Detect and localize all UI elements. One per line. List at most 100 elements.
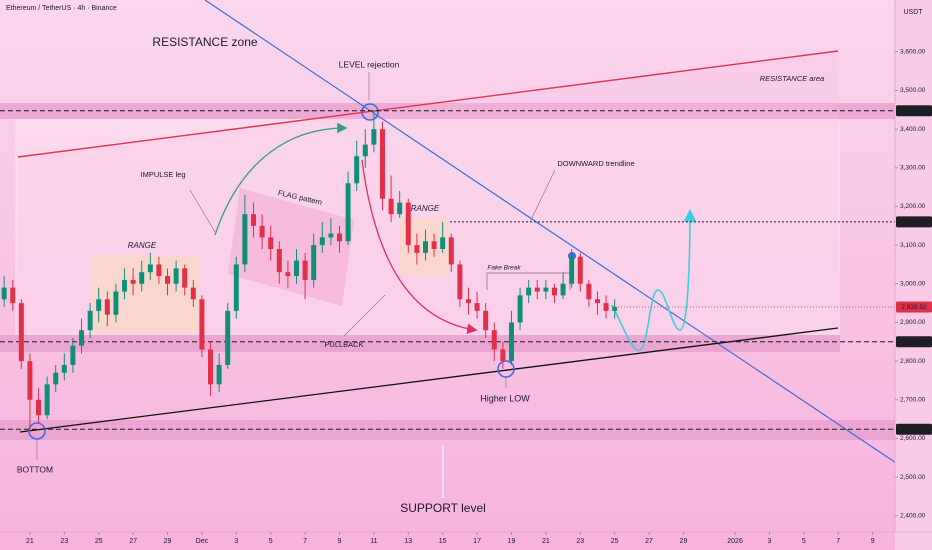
candle-body: [190, 287, 196, 300]
y-tick-label: 3,600.00: [900, 49, 926, 56]
candle-body: [345, 183, 351, 242]
x-tick-label: 9: [338, 538, 342, 545]
candle-body: [216, 364, 222, 385]
y-axis-label: USDT: [903, 9, 923, 16]
candle-body: [465, 299, 471, 304]
x-tick-label: 2026: [727, 538, 743, 545]
candle-body: [251, 214, 257, 226]
candle-body: [139, 272, 145, 284]
y-tick-label: 2,700.00: [900, 396, 926, 403]
projection-arrow: [611, 208, 697, 351]
candle-body: [354, 156, 360, 184]
drawings: [0, 0, 932, 498]
x-tick-label: 17: [473, 538, 481, 545]
price-badge-label: 2,623.71: [901, 426, 927, 433]
candle-body: [87, 310, 93, 331]
candle-body: [551, 287, 557, 296]
candle-body: [491, 330, 497, 350]
candle-body: [53, 372, 59, 385]
candle-body: [448, 237, 454, 265]
x-tick-label: 5: [269, 538, 273, 545]
candle-body: [61, 364, 67, 373]
candle-body: [122, 279, 128, 292]
candle-body: [422, 241, 428, 253]
range-box: [92, 255, 200, 333]
x-tick-label: 19: [508, 538, 516, 545]
candle-body: [388, 198, 394, 215]
candle-body: [225, 310, 231, 365]
x-tick-label: 9: [871, 538, 875, 545]
candle-body: [44, 384, 50, 416]
x-tick-label: 29: [164, 538, 172, 545]
candle-body: [70, 345, 76, 365]
price-badge: [896, 336, 932, 348]
candle-body: [104, 299, 110, 315]
x-tick-label: 7: [303, 538, 307, 545]
x-tick-label: 3: [767, 538, 771, 545]
candle-body: [569, 256, 575, 284]
support-trendline: [19, 327, 839, 433]
chart-title: Ethereum / TetherUS · 4h · Binance: [6, 5, 117, 12]
annotation: PULLBACK: [324, 340, 363, 349]
annotation: RANGE: [128, 241, 157, 250]
impulse-arrow: [214, 122, 348, 236]
x-tick-label: 11: [370, 538, 377, 545]
price-badge-label: 3,160.00: [901, 219, 927, 226]
candle-body: [147, 264, 153, 273]
annotation: SUPPORT level: [400, 501, 486, 515]
candle-body: [603, 303, 609, 311]
candle-body: [508, 322, 514, 362]
candles: [1, 110, 618, 431]
candle-body: [182, 268, 188, 288]
bottom-band: [0, 420, 895, 440]
candle-body: [302, 260, 308, 280]
candle-body: [242, 214, 248, 265]
y-tick-label: 3,300.00: [900, 165, 926, 172]
x-tick-label: 15: [439, 538, 447, 545]
candle-body: [113, 291, 119, 315]
candle-body: [79, 330, 85, 346]
candle-body: [268, 237, 274, 249]
candle-body: [414, 245, 420, 253]
candle-body: [577, 256, 583, 284]
annotation: LEVEL rejection: [339, 59, 400, 69]
x-tick-label: 5: [802, 538, 806, 545]
candle-body: [173, 268, 179, 284]
candle-body: [18, 303, 24, 362]
y-tick-label: 2,400.00: [900, 512, 926, 519]
axes: 2,400.00 2,500.00 2,600.00 2,700.00 2,800.00…: [26, 49, 932, 545]
price-lines: [0, 110, 895, 430]
candle-body: [336, 233, 342, 242]
candle-body: [319, 237, 325, 246]
x-tick-label: 27: [129, 538, 137, 545]
candle-body: [586, 283, 592, 300]
x-tick-label: Dec: [196, 538, 209, 545]
x-tick-label: 27: [645, 538, 653, 545]
y-tick-label: 2,800.00: [900, 358, 926, 365]
candle-body: [311, 245, 317, 280]
x-tick-label: 21: [26, 538, 34, 545]
marker-circle: [361, 103, 379, 121]
y-tick-label: 2,900.00: [900, 319, 926, 326]
candle-body: [259, 225, 265, 238]
candle-body: [10, 287, 16, 304]
candle-body: [517, 295, 523, 323]
candle-body: [156, 264, 162, 277]
support-band: [0, 335, 840, 352]
y-tick-label: 2,600.00: [900, 435, 926, 442]
candle-body: [440, 237, 446, 249]
candle-body: [483, 310, 489, 331]
candle-body: [208, 349, 214, 385]
leader-line: [529, 169, 556, 223]
candle-body: [431, 241, 437, 249]
leader-line: [343, 294, 386, 337]
price-badge-label: 2,850.00: [901, 339, 927, 346]
x-tick-label: 7: [836, 538, 840, 545]
leader-line: [189, 189, 216, 233]
annotation: IMPULSE leg: [140, 170, 185, 179]
y-tick-label: 3,400.00: [900, 126, 926, 133]
downward-trendline: [204, 0, 932, 488]
candle-body: [594, 299, 600, 304]
